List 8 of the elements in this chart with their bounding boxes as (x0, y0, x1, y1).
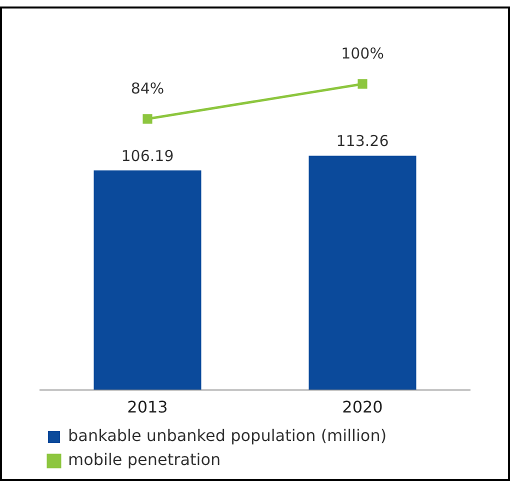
legend-label: bankable unbanked population (million) (68, 426, 387, 446)
x-tick-label: 2013 (127, 398, 168, 417)
data-label: 106.19 (121, 146, 174, 165)
data-label: 100% (341, 44, 384, 62)
legend-label: mobile penetration (68, 450, 221, 470)
x-tick-label: 2020 (342, 398, 383, 417)
data-label: 84% (130, 79, 164, 98)
data-label: 113.26 (336, 132, 389, 150)
